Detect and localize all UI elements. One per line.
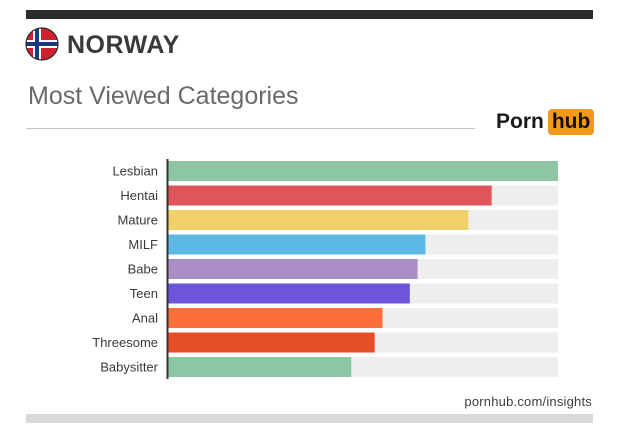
category-label-lesbian: Lesbian (112, 164, 158, 179)
header-divider (26, 128, 475, 129)
category-label-milf: MILF (128, 237, 158, 252)
bar-babysitter (168, 357, 352, 377)
bar-milf (168, 234, 426, 255)
bar-anal (168, 308, 383, 328)
logo-text-part2: hub (547, 109, 595, 135)
bottom-rule (26, 414, 593, 423)
bar-lesbian (168, 161, 558, 181)
chart-subtitle: Most Viewed Categories (28, 82, 299, 110)
category-label-mature: Mature (118, 213, 158, 228)
top-rule (26, 10, 593, 19)
category-label-threesome: Threesome (92, 335, 158, 350)
bar-teen (168, 283, 410, 304)
page-title: NORWAY (67, 31, 180, 59)
bar-hentai (168, 185, 492, 206)
brand-logo: Porn hub (496, 109, 595, 135)
logo-text-part1: Porn (496, 110, 544, 133)
category-label-hentai: Hentai (120, 188, 158, 203)
bar-mature (168, 210, 469, 230)
source-link[interactable]: pornhub.com/insights (464, 394, 592, 409)
category-label-anal: Anal (132, 311, 158, 326)
norway-flag-icon (25, 27, 59, 61)
category-label-babe: Babe (128, 262, 158, 277)
category-label-babysitter: Babysitter (100, 360, 158, 375)
category-label-teen: Teen (130, 286, 158, 301)
bar-babe (168, 259, 418, 279)
bar-threesome (168, 332, 375, 353)
